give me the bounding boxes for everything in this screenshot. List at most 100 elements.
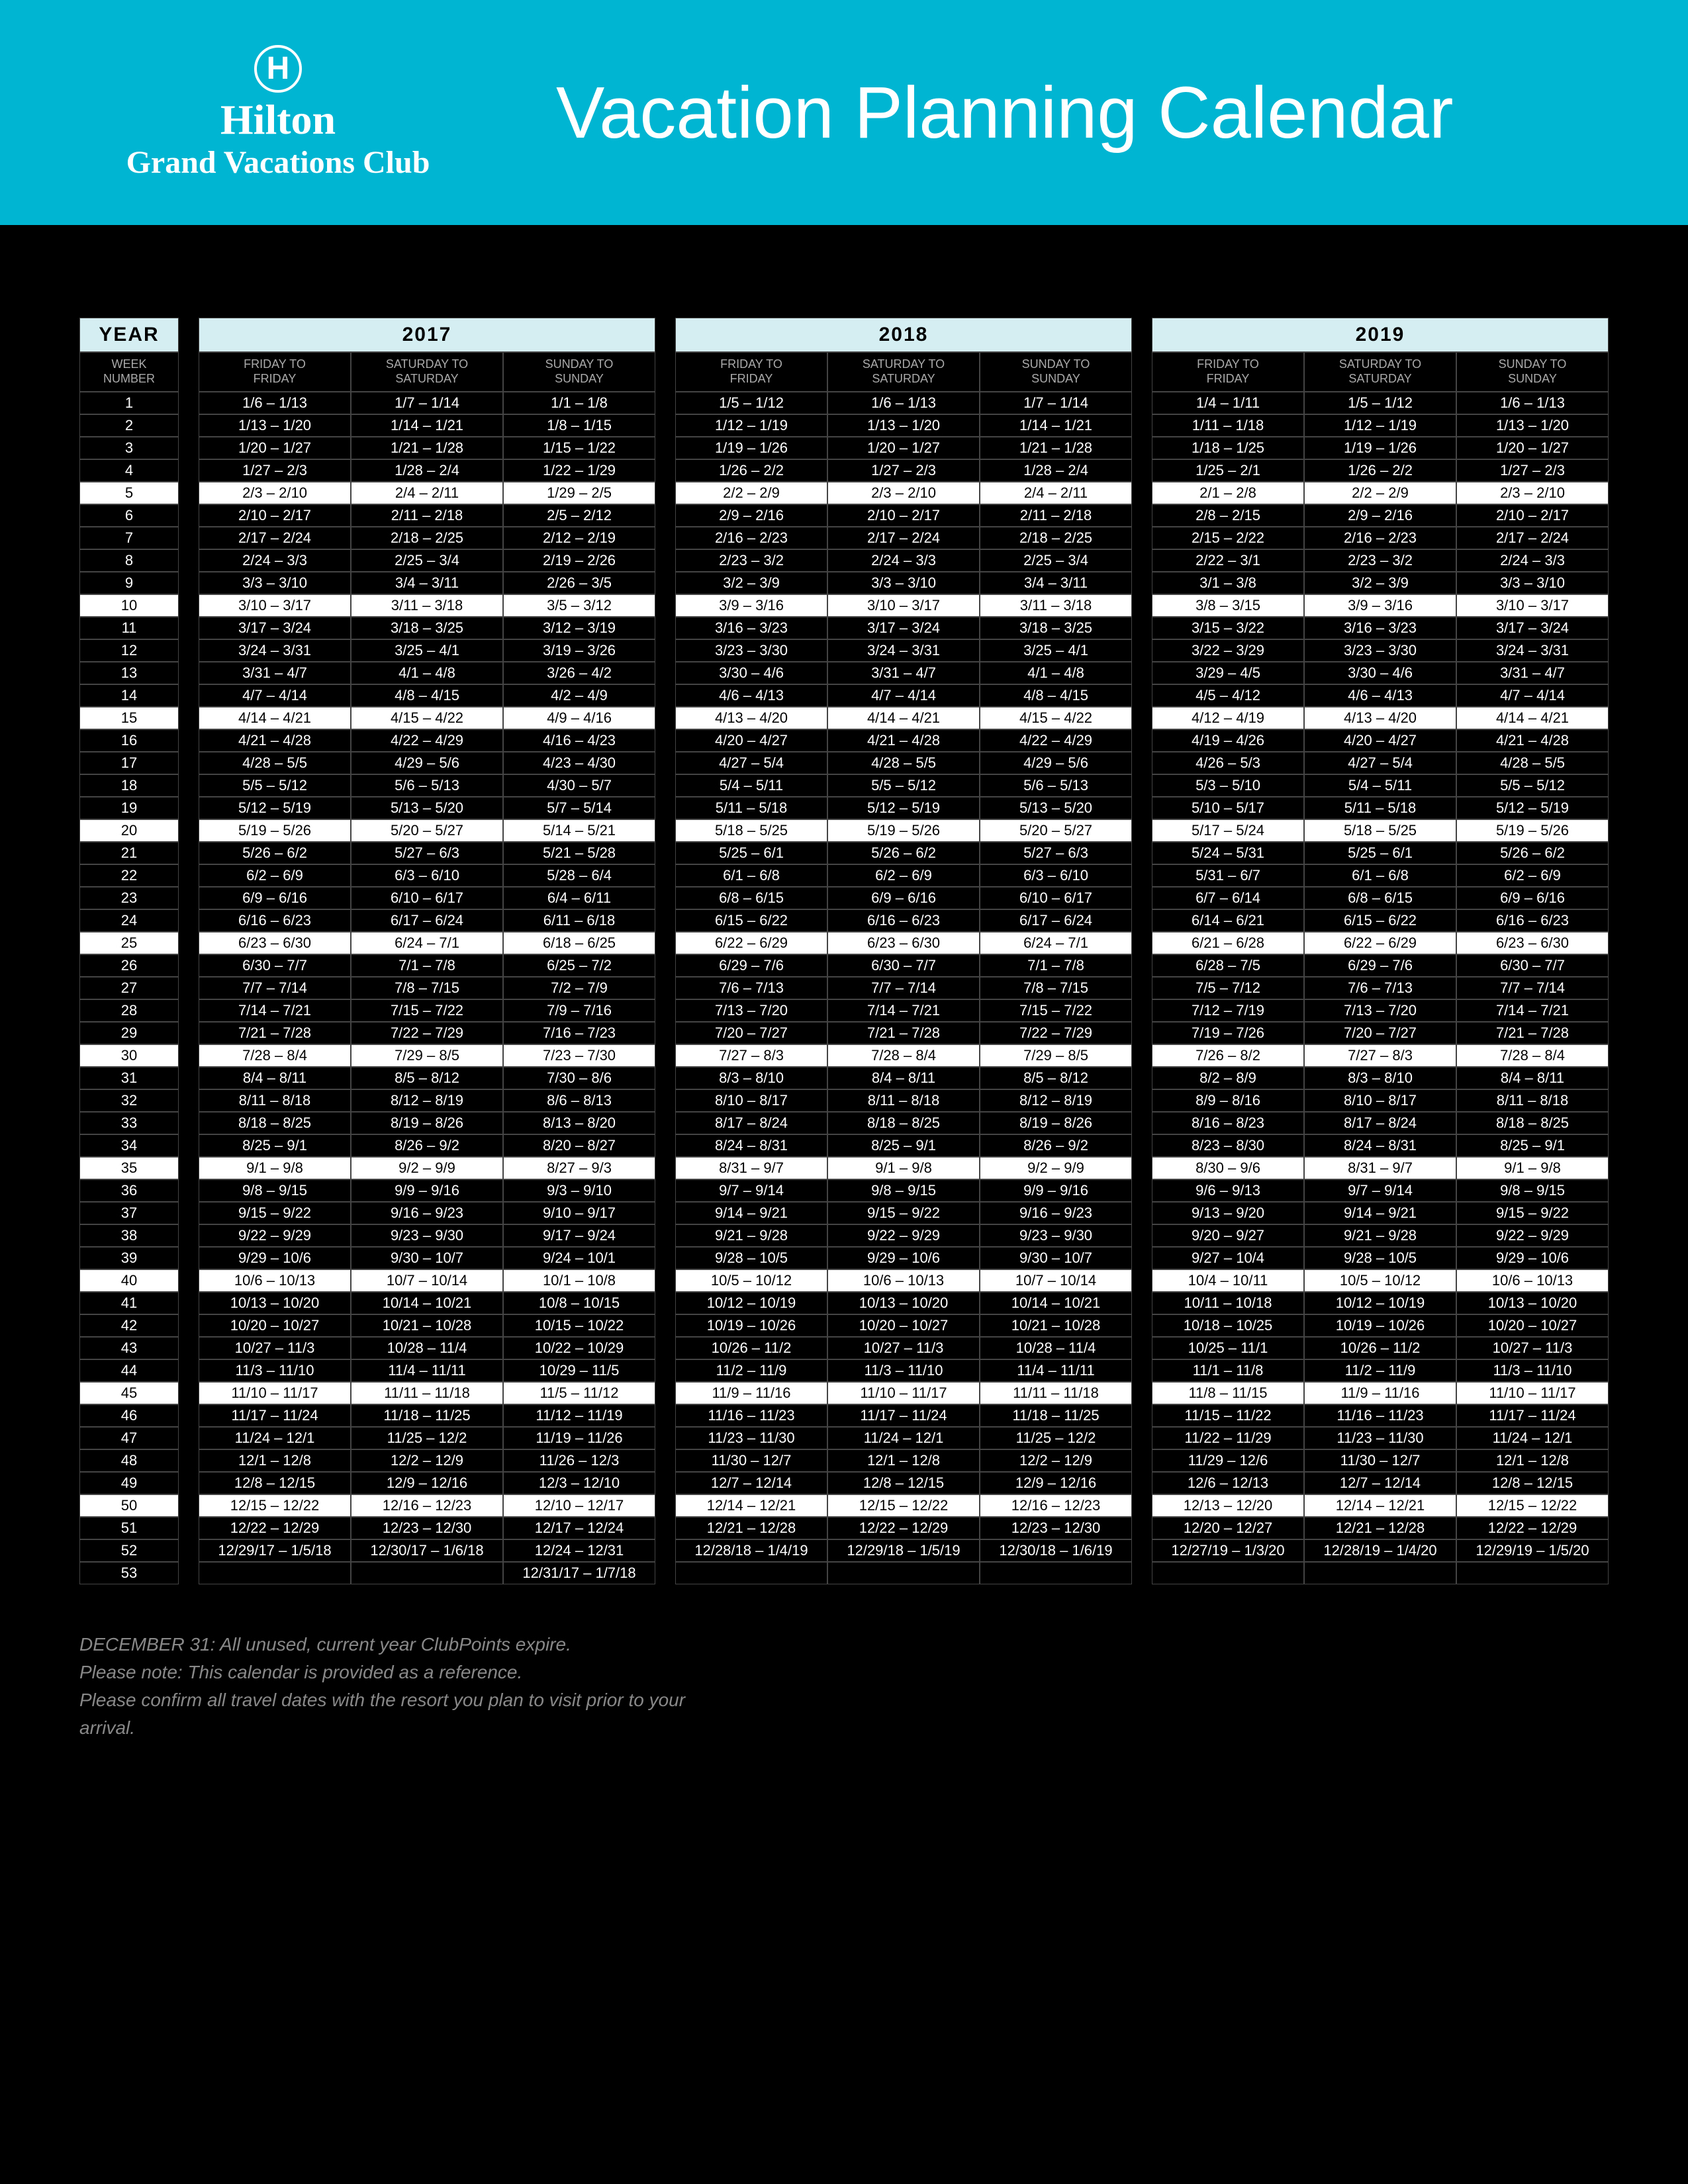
week-number-cell: 23 bbox=[79, 887, 179, 909]
date-range-cell: 12/20 – 12/27 bbox=[1152, 1517, 1304, 1539]
date-range-cell: 6/23 – 6/30 bbox=[827, 932, 980, 954]
date-range-cell: 10/13 – 10/20 bbox=[1456, 1292, 1609, 1314]
date-range-cell: 11/18 – 11/25 bbox=[351, 1404, 503, 1427]
date-range-cell: 4/22 – 4/29 bbox=[351, 729, 503, 752]
date-range-cell: 10/20 – 10/27 bbox=[199, 1314, 351, 1337]
date-range-cell: 5/5 – 5/12 bbox=[1456, 774, 1609, 797]
date-range-cell: 8/12 – 8/19 bbox=[351, 1089, 503, 1112]
date-range-cell: 6/1 – 6/8 bbox=[1304, 864, 1456, 887]
date-range-cell: 7/1 – 7/8 bbox=[351, 954, 503, 977]
date-range-cell: 3/29 – 4/5 bbox=[1152, 662, 1304, 684]
date-range-cell: 1/4 – 1/11 bbox=[1152, 392, 1304, 414]
date-range-cell: 10/6 – 10/13 bbox=[1456, 1269, 1609, 1292]
date-range-cell: 9/13 – 9/20 bbox=[1152, 1202, 1304, 1224]
date-range-cell: 6/30 – 7/7 bbox=[827, 954, 980, 977]
date-range-cell: 4/12 – 4/19 bbox=[1152, 707, 1304, 729]
date-range-cell: 3/30 – 4/6 bbox=[1304, 662, 1456, 684]
date-range-cell: 6/17 – 6/24 bbox=[351, 909, 503, 932]
date-range-cell: 1/11 – 1/18 bbox=[1152, 414, 1304, 437]
date-range-cell: 3/31 – 4/7 bbox=[1456, 662, 1609, 684]
date-range-cell: 4/27 – 5/4 bbox=[1304, 752, 1456, 774]
date-range-cell: 2/10 – 2/17 bbox=[827, 504, 980, 527]
date-range-cell: 11/10 – 11/17 bbox=[827, 1382, 980, 1404]
date-range-cell: 12/1 – 12/8 bbox=[1456, 1449, 1609, 1472]
date-range-cell: 7/29 – 8/5 bbox=[351, 1044, 503, 1067]
week-number-cell: 39 bbox=[79, 1247, 179, 1269]
date-range-cell: 6/10 – 6/17 bbox=[980, 887, 1132, 909]
date-range-cell: 8/19 – 8/26 bbox=[980, 1112, 1132, 1134]
week-number-cell: 7 bbox=[79, 527, 179, 549]
date-range-cell: 7/30 – 8/6 bbox=[503, 1067, 655, 1089]
date-range-cell: 5/27 – 6/3 bbox=[351, 842, 503, 864]
week-number-cell: 3 bbox=[79, 437, 179, 459]
date-range-cell: 12/10 – 12/17 bbox=[503, 1494, 655, 1517]
date-range-cell: 10/12 – 10/19 bbox=[1304, 1292, 1456, 1314]
date-range-cell: 11/12 – 11/19 bbox=[503, 1404, 655, 1427]
date-range-cell: 3/16 – 3/23 bbox=[675, 617, 827, 639]
week-number-cell: 8 bbox=[79, 549, 179, 572]
date-range-cell: 9/9 – 9/16 bbox=[351, 1179, 503, 1202]
date-range-cell: 9/30 – 10/7 bbox=[980, 1247, 1132, 1269]
date-range-cell: 9/14 – 9/21 bbox=[675, 1202, 827, 1224]
date-range-cell: 5/11 – 5/18 bbox=[1304, 797, 1456, 819]
week-number-cell: 37 bbox=[79, 1202, 179, 1224]
date-range-cell: 2/18 – 2/25 bbox=[351, 527, 503, 549]
date-range-cell: 1/20 – 1/27 bbox=[1456, 437, 1609, 459]
date-range-cell: 3/25 – 4/1 bbox=[351, 639, 503, 662]
week-number-cell: 36 bbox=[79, 1179, 179, 1202]
date-range-cell bbox=[1304, 1562, 1456, 1584]
date-range-cell: 2/19 – 2/26 bbox=[503, 549, 655, 572]
date-range-cell: 8/18 – 8/25 bbox=[199, 1112, 351, 1134]
date-range-cell: 3/23 – 3/30 bbox=[675, 639, 827, 662]
date-range-cell: 7/21 – 7/28 bbox=[1456, 1022, 1609, 1044]
date-range-cell: 5/31 – 6/7 bbox=[1152, 864, 1304, 887]
date-range-cell: 10/29 – 11/5 bbox=[503, 1359, 655, 1382]
date-range-cell: 10/28 – 11/4 bbox=[351, 1337, 503, 1359]
year-header: 2019 bbox=[1152, 318, 1609, 352]
date-range-cell: 12/8 – 12/15 bbox=[199, 1472, 351, 1494]
week-number-cell: 21 bbox=[79, 842, 179, 864]
date-range-cell: 7/27 – 8/3 bbox=[1304, 1044, 1456, 1067]
date-range-cell: 4/1 – 4/8 bbox=[980, 662, 1132, 684]
date-range-cell: 5/6 – 5/13 bbox=[980, 774, 1132, 797]
date-range-cell: 12/1 – 12/8 bbox=[199, 1449, 351, 1472]
week-number-cell: 41 bbox=[79, 1292, 179, 1314]
date-range-cell: 4/15 – 4/22 bbox=[351, 707, 503, 729]
day-range-header: SUNDAY TO SUNDAY bbox=[1456, 352, 1609, 392]
date-range-cell: 7/7 – 7/14 bbox=[1456, 977, 1609, 999]
date-range-cell: 4/7 – 4/14 bbox=[199, 684, 351, 707]
date-range-cell: 8/13 – 8/20 bbox=[503, 1112, 655, 1134]
date-range-cell: 8/20 – 8/27 bbox=[503, 1134, 655, 1157]
date-range-cell: 7/23 – 7/30 bbox=[503, 1044, 655, 1067]
calendar-grid: YEAR WEEK NUMBER123456789101112131415161… bbox=[0, 225, 1688, 1611]
date-range-cell: 9/15 – 9/22 bbox=[199, 1202, 351, 1224]
date-range-cell: 2/12 – 2/19 bbox=[503, 527, 655, 549]
date-range-cell: 6/8 – 6/15 bbox=[675, 887, 827, 909]
date-range-cell: 11/17 – 11/24 bbox=[1456, 1404, 1609, 1427]
date-range-cell: 9/15 – 9/22 bbox=[827, 1202, 980, 1224]
date-range-cell: 7/22 – 7/29 bbox=[351, 1022, 503, 1044]
week-number-cell: 20 bbox=[79, 819, 179, 842]
date-range-cell: 6/9 – 6/16 bbox=[1456, 887, 1609, 909]
date-range-cell: 8/23 – 8/30 bbox=[1152, 1134, 1304, 1157]
date-range-cell: 3/24 – 3/31 bbox=[1456, 639, 1609, 662]
date-range-cell: 3/2 – 3/9 bbox=[675, 572, 827, 594]
date-range-cell: 10/20 – 10/27 bbox=[827, 1314, 980, 1337]
week-number-cell: 4 bbox=[79, 459, 179, 482]
date-range-cell bbox=[351, 1562, 503, 1584]
date-range-cell: 5/13 – 5/20 bbox=[351, 797, 503, 819]
date-range-cell: 5/21 – 5/28 bbox=[503, 842, 655, 864]
date-range-cell: 5/12 – 5/19 bbox=[827, 797, 980, 819]
date-range-cell: 11/5 – 11/12 bbox=[503, 1382, 655, 1404]
date-range-cell: 9/28 – 10/5 bbox=[675, 1247, 827, 1269]
date-range-cell: 11/11 – 11/18 bbox=[351, 1382, 503, 1404]
date-range-cell: 8/24 – 8/31 bbox=[675, 1134, 827, 1157]
date-range-cell: 5/4 – 5/11 bbox=[1304, 774, 1456, 797]
date-range-cell: 10/21 – 10/28 bbox=[980, 1314, 1132, 1337]
date-range-cell: 10/4 – 10/11 bbox=[1152, 1269, 1304, 1292]
date-range-cell: 5/11 – 5/18 bbox=[675, 797, 827, 819]
date-range-cell: 5/26 – 6/2 bbox=[827, 842, 980, 864]
date-range-cell: 9/9 – 9/16 bbox=[980, 1179, 1132, 1202]
date-range-cell: 3/11 – 3/18 bbox=[351, 594, 503, 617]
date-range-cell: 8/2 – 8/9 bbox=[1152, 1067, 1304, 1089]
